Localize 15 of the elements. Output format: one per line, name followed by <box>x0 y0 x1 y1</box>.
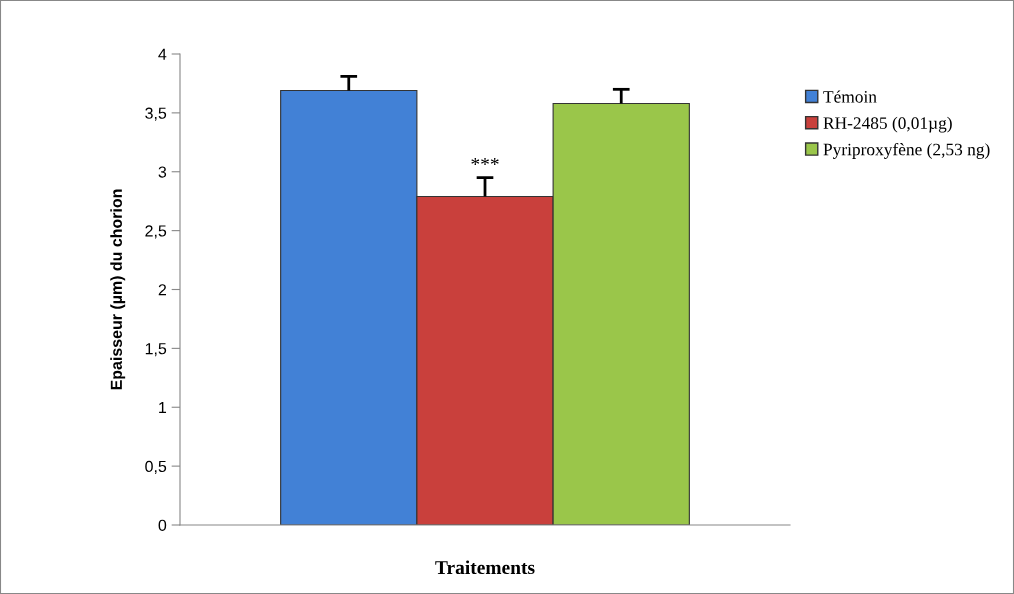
y-tick-label: 2,5 <box>145 225 167 239</box>
y-tick-label: 1,5 <box>145 343 167 357</box>
y-tick-label: 2 <box>158 284 166 296</box>
x-axis-title: Traitements <box>435 560 535 575</box>
y-tick-label: 3 <box>158 166 167 178</box>
y-tick-label: 0 <box>158 519 167 531</box>
legend-label: RH-2485 (0,01µg) <box>823 116 952 133</box>
y-tick-label: 4 <box>158 48 167 60</box>
y-tick-label: 1 <box>159 402 167 414</box>
annotation: *** <box>471 157 499 166</box>
y-axis-title: Epaisseur (µm) du chorion <box>110 189 126 390</box>
y-tick-label: 3,5 <box>145 107 167 121</box>
legend-label: Pyriproxyfène (2,53 ng) <box>823 142 990 159</box>
legend-label: Témoin <box>823 90 877 103</box>
y-tick-label: 0,5 <box>145 460 167 474</box>
